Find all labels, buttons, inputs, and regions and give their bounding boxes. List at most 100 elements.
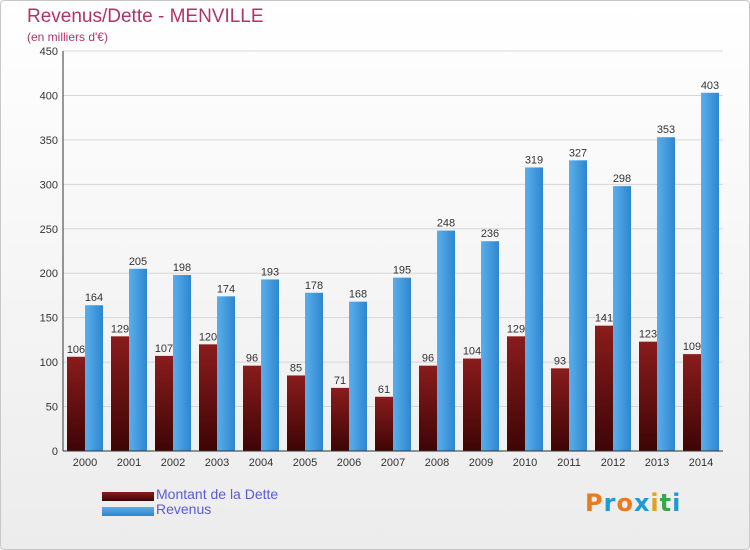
data-label-dette: 85 xyxy=(290,362,302,374)
x-tick-label: 2002 xyxy=(161,457,185,469)
data-label-dette: 129 xyxy=(111,323,129,335)
bar-dette xyxy=(243,365,261,451)
x-tick-label: 2001 xyxy=(117,457,141,469)
data-label-revenus: 353 xyxy=(657,124,675,136)
y-tick-label: 250 xyxy=(40,224,58,236)
proxiti-logo: Proxiti xyxy=(585,489,681,517)
logo-letter: r xyxy=(603,489,617,517)
data-label-dette: 71 xyxy=(334,375,346,387)
data-label-revenus: 164 xyxy=(85,292,103,304)
data-label-revenus: 168 xyxy=(349,289,367,301)
data-label-revenus: 193 xyxy=(261,266,279,278)
bar-dette xyxy=(375,396,393,451)
data-label-dette: 107 xyxy=(155,343,173,355)
data-label-dette: 120 xyxy=(199,331,217,343)
data-label-dette: 61 xyxy=(378,384,390,396)
data-label-revenus: 174 xyxy=(217,283,235,295)
logo-letter: i xyxy=(650,489,660,517)
data-label-dette: 96 xyxy=(422,353,434,365)
y-tick-label: 50 xyxy=(46,402,58,414)
x-tick-label: 2005 xyxy=(293,457,317,469)
legend-label-revenus: Revenus xyxy=(156,501,212,517)
bar-dette xyxy=(639,341,657,451)
x-tick-label: 2006 xyxy=(337,457,361,469)
bar-dette xyxy=(507,336,525,451)
bar-dette xyxy=(463,358,481,451)
data-label-dette: 141 xyxy=(595,313,613,325)
bar-dette xyxy=(287,375,305,451)
y-tick-label: 300 xyxy=(40,179,58,191)
bar-dette xyxy=(155,355,173,451)
data-label-revenus: 298 xyxy=(613,173,631,185)
y-tick-label: 0 xyxy=(52,446,58,458)
data-label-revenus: 205 xyxy=(129,256,147,268)
legend-swatch-dette xyxy=(102,492,154,501)
x-tick-label: 2012 xyxy=(601,457,625,469)
data-label-revenus: 403 xyxy=(701,80,719,92)
legend-swatch-revenus xyxy=(102,507,154,516)
bar-revenus xyxy=(85,305,103,451)
data-label-dette: 129 xyxy=(507,323,525,335)
logo-letter: o xyxy=(616,489,634,517)
x-tick-label: 2000 xyxy=(73,457,97,469)
data-label-revenus: 327 xyxy=(569,147,587,159)
y-tick-label: 200 xyxy=(40,268,58,280)
bar-revenus xyxy=(701,92,719,452)
bar-revenus xyxy=(173,275,191,451)
y-tick-label: 400 xyxy=(40,90,58,102)
y-tick-label: 150 xyxy=(40,313,58,325)
data-label-dette: 96 xyxy=(246,353,258,365)
x-tick-label: 2009 xyxy=(469,457,493,469)
logo-letter: t xyxy=(659,489,673,517)
data-label-revenus: 236 xyxy=(481,228,499,240)
bar-dette xyxy=(331,387,349,451)
data-label-revenus: 195 xyxy=(393,265,411,277)
bar-dette xyxy=(595,325,613,451)
bar-dette xyxy=(419,365,437,451)
x-tick-label: 2003 xyxy=(205,457,229,469)
logo-letter: x xyxy=(633,489,651,517)
data-label-dette: 93 xyxy=(554,355,566,367)
bar-revenus xyxy=(217,296,235,451)
data-label-dette: 104 xyxy=(463,346,481,358)
x-tick-label: 2008 xyxy=(425,457,449,469)
bar-revenus xyxy=(129,268,147,451)
bar-dette xyxy=(199,344,217,451)
data-label-dette: 123 xyxy=(639,329,657,341)
logo-letter: P xyxy=(585,489,604,517)
bar-revenus xyxy=(261,279,279,451)
bar-revenus xyxy=(525,167,543,451)
bar-revenus xyxy=(657,137,675,451)
bar-dette xyxy=(67,356,85,451)
y-tick-label: 450 xyxy=(40,46,58,58)
x-tick-label: 2007 xyxy=(381,457,405,469)
data-label-revenus: 319 xyxy=(525,154,543,166)
bar-revenus xyxy=(305,292,323,451)
x-tick-label: 2014 xyxy=(689,457,713,469)
bar-revenus xyxy=(481,241,499,451)
data-label-dette: 109 xyxy=(683,341,701,353)
x-tick-label: 2010 xyxy=(513,457,537,469)
y-tick-label: 100 xyxy=(40,357,58,369)
x-tick-label: 2011 xyxy=(557,457,581,469)
bar-revenus xyxy=(349,301,367,451)
data-label-dette: 106 xyxy=(67,344,85,356)
legend-label-dette: Montant de la Dette xyxy=(156,486,279,502)
bar-dette xyxy=(551,368,569,451)
bar-revenus xyxy=(437,230,455,451)
bar-dette xyxy=(683,354,701,451)
bar-revenus xyxy=(613,186,631,451)
bar-revenus xyxy=(393,277,411,451)
bar-dette xyxy=(111,336,129,451)
data-label-revenus: 198 xyxy=(173,262,191,274)
chart-subtitle: (en milliers d'€) xyxy=(27,30,108,44)
logo-letter: i xyxy=(672,489,682,517)
x-tick-label: 2004 xyxy=(249,457,273,469)
bar-revenus xyxy=(569,160,587,452)
data-label-revenus: 178 xyxy=(305,280,323,292)
x-tick-label: 2013 xyxy=(645,457,669,469)
chart-title: Revenus/Dette - MENVILLE xyxy=(27,6,264,27)
y-tick-label: 350 xyxy=(40,135,58,147)
